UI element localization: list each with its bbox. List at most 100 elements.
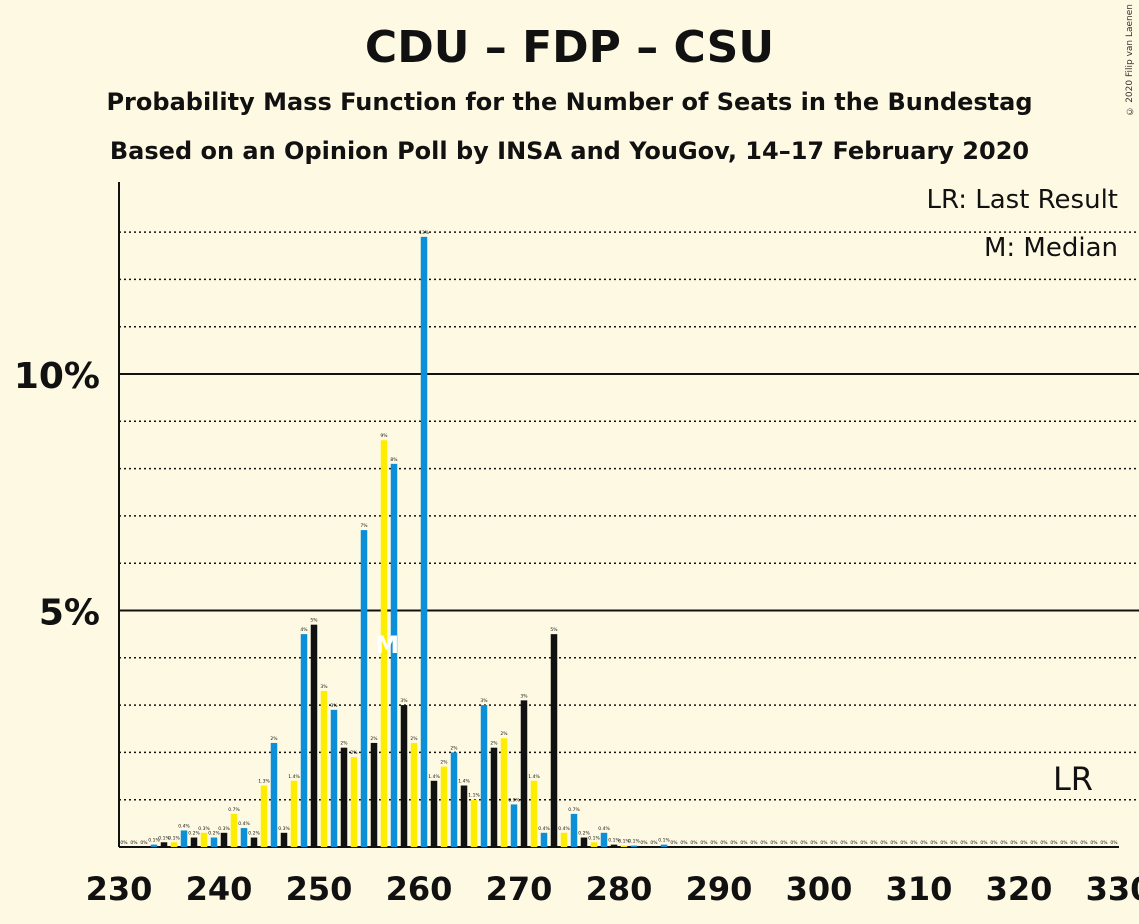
bar-group: 0% bbox=[790, 840, 798, 846]
bar bbox=[340, 747, 348, 847]
bar bbox=[510, 804, 518, 847]
bar-group: 1.4% bbox=[428, 774, 440, 847]
bar-group: 0.3% bbox=[198, 826, 210, 847]
bar bbox=[380, 440, 388, 847]
bar-group: 0% bbox=[920, 840, 928, 846]
bar-group: 0% bbox=[1060, 840, 1068, 846]
bar-value-label: 0% bbox=[740, 840, 748, 846]
bar-group: 0% bbox=[1040, 840, 1048, 846]
bar bbox=[190, 837, 198, 847]
bar bbox=[620, 845, 628, 847]
bar-group: 0.2% bbox=[248, 831, 260, 847]
bar-group: 5% bbox=[550, 627, 558, 847]
bar-group: 3% bbox=[330, 703, 338, 847]
bar-group: 3% bbox=[520, 693, 528, 847]
bar-group: 0.4% bbox=[598, 826, 610, 847]
bar bbox=[220, 832, 228, 847]
bar-group: 2% bbox=[370, 736, 378, 847]
bar bbox=[550, 634, 558, 847]
last-result-marker: LR bbox=[1053, 760, 1093, 798]
bar-value-label: 0% bbox=[1090, 840, 1098, 846]
bar-value-label: 1.4% bbox=[428, 774, 440, 780]
bar-value-label: 0.3% bbox=[218, 826, 230, 832]
bar-group: 0% bbox=[1050, 840, 1058, 846]
bar-group: 1.1% bbox=[468, 793, 480, 847]
x-tick-label: 260 bbox=[386, 870, 453, 908]
bar-group: 2% bbox=[450, 745, 458, 847]
bar-group: 2% bbox=[270, 736, 278, 847]
bar bbox=[180, 830, 188, 847]
bar bbox=[200, 832, 208, 847]
bar-value-label: 1.1% bbox=[468, 793, 480, 799]
bar bbox=[520, 700, 528, 847]
bar-value-label: 0% bbox=[120, 840, 128, 846]
x-tick-label: 230 bbox=[86, 870, 153, 908]
bar-group: 0.9% bbox=[508, 797, 520, 847]
bar-group: 0% bbox=[710, 840, 718, 846]
bar-group: 0% bbox=[860, 840, 868, 846]
bar bbox=[470, 799, 478, 847]
x-tick-label: 250 bbox=[286, 870, 353, 908]
bar bbox=[420, 236, 428, 847]
bar-group: 0% bbox=[810, 840, 818, 846]
bar-group: 0% bbox=[990, 840, 998, 846]
bar-value-label: 2% bbox=[500, 731, 508, 737]
bar-group: 0% bbox=[1010, 840, 1018, 846]
bar-value-label: 0.9% bbox=[508, 797, 520, 803]
bar-group: 0% bbox=[1030, 840, 1038, 846]
bar-group: 0% bbox=[960, 840, 968, 846]
bar-value-label: 0.4% bbox=[598, 826, 610, 832]
bar-group: 4% bbox=[300, 627, 308, 847]
x-tick-label: 300 bbox=[786, 870, 853, 908]
bar-value-label: 5% bbox=[310, 618, 318, 624]
bar-group: 0% bbox=[800, 840, 808, 846]
bar-value-label: 0% bbox=[890, 840, 898, 846]
bar-value-label: 0% bbox=[940, 840, 948, 846]
bar-value-label: 0% bbox=[980, 840, 988, 846]
bar bbox=[360, 530, 368, 847]
bar bbox=[350, 757, 358, 847]
bar bbox=[430, 780, 438, 847]
bar-group: 0% bbox=[970, 840, 978, 846]
bar-value-label: 0% bbox=[910, 840, 918, 846]
bar-group: 0% bbox=[140, 840, 148, 846]
bar-value-label: 0% bbox=[950, 840, 958, 846]
bar-value-label: 3% bbox=[320, 684, 328, 690]
bar-value-label: 0.4% bbox=[558, 826, 570, 832]
bar-value-label: 0% bbox=[800, 840, 808, 846]
bar-group: 5% bbox=[310, 618, 318, 847]
bar-value-label: 0.7% bbox=[228, 807, 240, 813]
bar-group: 0% bbox=[980, 840, 988, 846]
y-tick-label: 10% bbox=[14, 356, 100, 397]
bar-group: 9% bbox=[380, 433, 388, 847]
bar-value-label: 2% bbox=[340, 741, 348, 747]
bar-group: 0% bbox=[750, 840, 758, 846]
bar-value-label: 0% bbox=[870, 840, 878, 846]
bar-group: 0% bbox=[690, 840, 698, 846]
bar bbox=[450, 752, 458, 847]
bar-value-label: 0% bbox=[1110, 840, 1118, 846]
bar-value-label: 0.1% bbox=[608, 838, 620, 844]
bar-group: 0.7% bbox=[568, 807, 580, 847]
bar-group: 3% bbox=[320, 684, 328, 847]
bar-value-label: 3% bbox=[520, 693, 528, 699]
bar-value-label: 3% bbox=[330, 703, 338, 709]
bar-group: 0% bbox=[820, 840, 828, 846]
x-tick-label: 330 bbox=[1086, 870, 1139, 908]
bar-value-label: 0% bbox=[140, 840, 148, 846]
chart-subtitle: Probability Mass Function for the Number… bbox=[106, 88, 1033, 116]
bar-group: 0.1% bbox=[168, 835, 180, 847]
bar-value-label: 0% bbox=[1010, 840, 1018, 846]
bar-value-label: 0% bbox=[760, 840, 768, 846]
bar-group: 2% bbox=[410, 736, 418, 847]
bar-value-label: 0.4% bbox=[238, 821, 250, 827]
bar-group: 0% bbox=[670, 840, 678, 846]
bar-value-label: 0% bbox=[840, 840, 848, 846]
bar-group: 2% bbox=[340, 741, 348, 847]
bar-group: 0.1% bbox=[658, 838, 670, 847]
bar-value-label: 5% bbox=[550, 627, 558, 633]
chart-subtitle-poll: Based on an Opinion Poll by INSA and You… bbox=[109, 137, 1030, 165]
bar-group: 1.4% bbox=[288, 774, 300, 847]
bar bbox=[240, 828, 248, 847]
